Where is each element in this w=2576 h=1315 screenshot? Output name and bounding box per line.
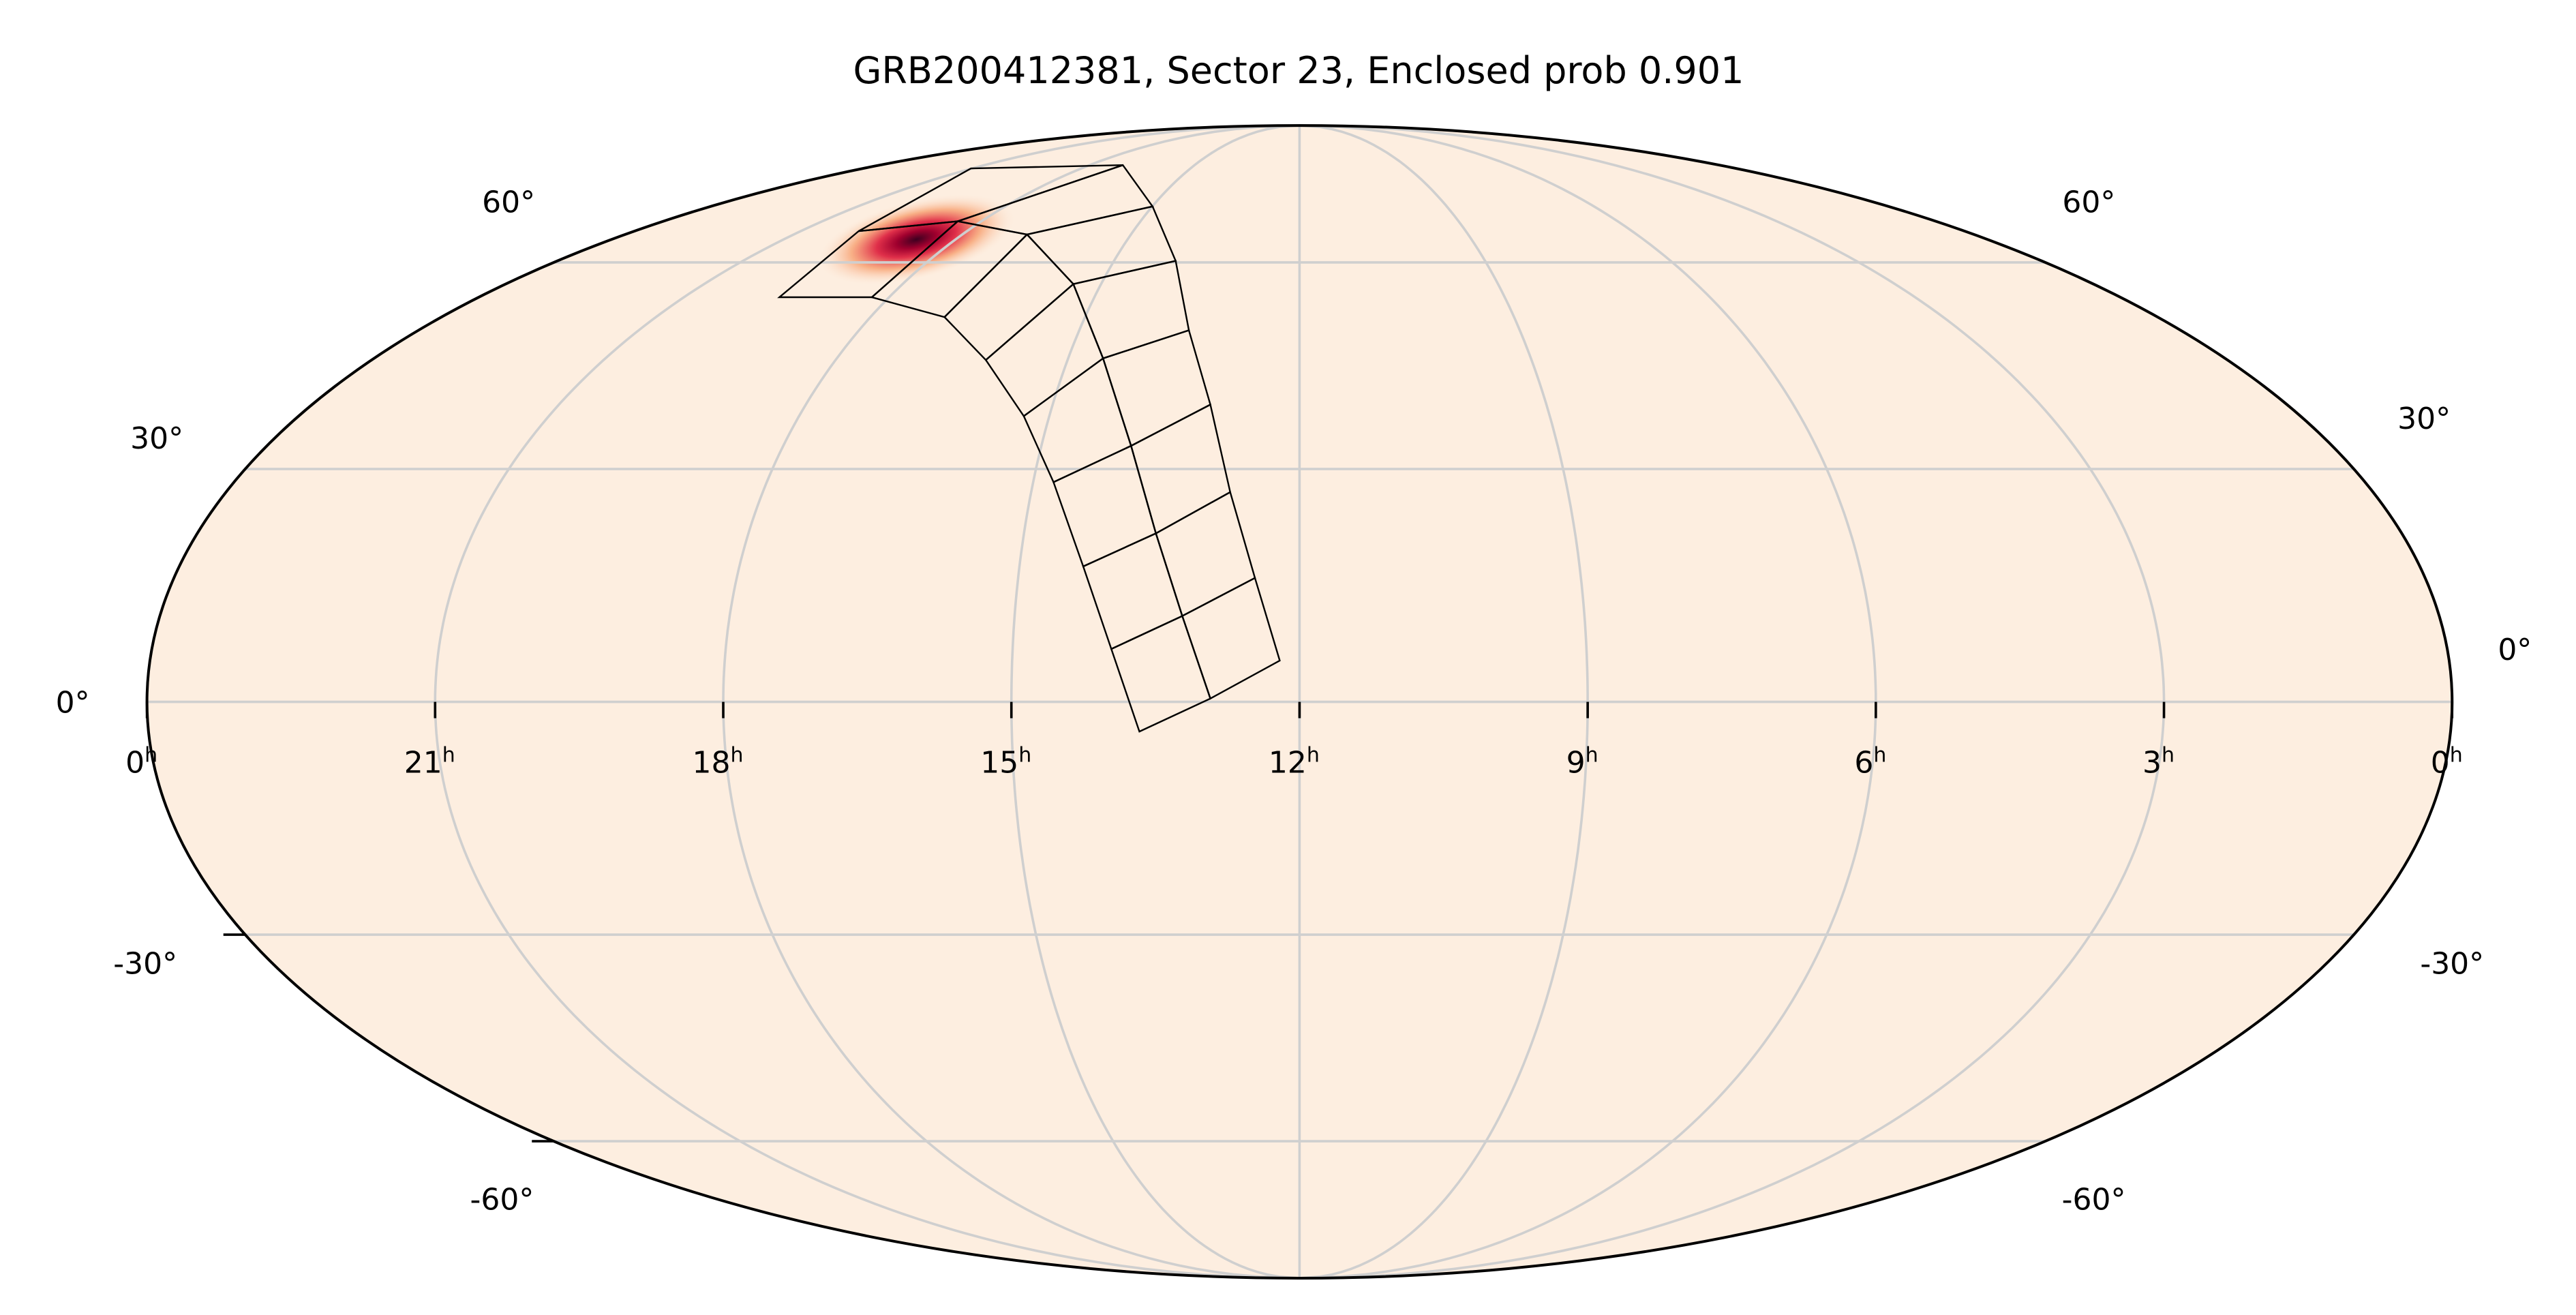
ra-grid-line xyxy=(1299,124,1589,1280)
dec-tick-label-right: 0° xyxy=(2498,633,2532,667)
dec-tick-label-left: -60° xyxy=(470,1183,534,1218)
ra-tick-unit: h xyxy=(2162,744,2175,768)
dec-tick-label-right: 60° xyxy=(2062,185,2115,220)
dec-tick-label-right: -60° xyxy=(2062,1183,2126,1218)
ra-grid-line xyxy=(1010,124,1300,1280)
ra-grid-line xyxy=(722,124,1300,1280)
ra-tick-unit: h xyxy=(731,744,744,768)
ra-tick-value: 15 xyxy=(980,746,1018,781)
dec-tick-label-left: 0° xyxy=(56,686,90,721)
ra-tick-label: 15h xyxy=(980,744,1031,781)
ra-tick-unit: h xyxy=(2450,744,2463,768)
ra-tick-value: 9 xyxy=(1566,746,1586,781)
ra-tick-unit: h xyxy=(1018,744,1031,768)
ra-grid-line xyxy=(434,124,1300,1280)
dec-tick-label-left: 30° xyxy=(130,421,183,456)
ra-grid-line xyxy=(1299,124,1877,1280)
ra-tick-unit: h xyxy=(1307,744,1320,768)
ra-tick-value: 12 xyxy=(1269,746,1307,781)
dec-tick-label-left: -30° xyxy=(113,946,177,981)
ra-tick-unit: h xyxy=(1586,744,1598,768)
ra-tick-value: 21 xyxy=(404,746,442,781)
ra-tick-label: 18h xyxy=(693,744,744,781)
title: GRB200412381, Sector 23, Enclosed prob 0… xyxy=(853,49,1744,92)
ra-tick-label: 9h xyxy=(1566,744,1598,781)
ra-tick-unit: h xyxy=(442,744,455,768)
dec-tick-label-right: 30° xyxy=(2397,402,2451,436)
ra-tick-label: 3h xyxy=(2142,744,2175,781)
ccd-footprint xyxy=(858,164,1123,232)
ra-tick-unit: h xyxy=(1873,744,1886,768)
ra-tick-value: 6 xyxy=(1854,746,1873,781)
ra-tick-value: 0 xyxy=(125,746,145,781)
ra-tick-value: 18 xyxy=(693,746,731,781)
ra-grid-line xyxy=(1299,124,2166,1280)
ra-tick-value: 3 xyxy=(2142,746,2162,781)
dec-tick-label-right: -30° xyxy=(2420,946,2484,981)
ra-tick-label: 12h xyxy=(1269,744,1320,781)
ra-tick-label: 6h xyxy=(1854,744,1886,781)
dec-tick-label-left: 60° xyxy=(482,185,535,220)
sky-outline xyxy=(145,124,2454,1280)
ra-tick-label: 21h xyxy=(404,744,455,781)
